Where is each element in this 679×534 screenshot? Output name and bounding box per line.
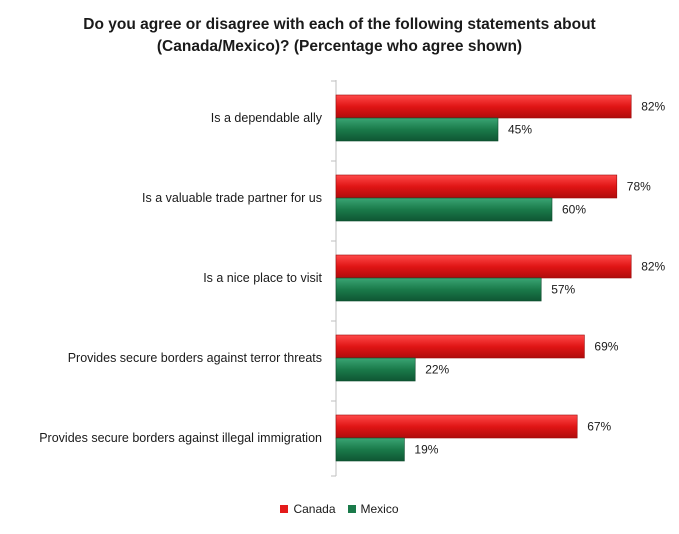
bar-mexico (335, 277, 542, 302)
category-label: Provides secure borders against terror t… (68, 351, 322, 365)
legend-label-canada: Canada (293, 502, 336, 516)
chart-title-line-1: Do you agree or disagree with each of th… (83, 16, 596, 33)
data-label-canada: 67% (587, 420, 611, 434)
bar-chart: Is a dependable ally 82% 45% Is a valuable … (39, 80, 666, 477)
plot-area: Is a dependable ally 82% 45% Is a valuable … (39, 80, 666, 477)
bar-canada (335, 94, 632, 119)
category-label: Is a nice place to visit (203, 271, 322, 285)
bar-canada (335, 174, 618, 199)
data-label-canada: 82% (641, 260, 665, 274)
data-label-mexico: 19% (414, 443, 438, 457)
data-label-canada: 82% (641, 100, 665, 114)
data-label-canada: 78% (627, 180, 651, 194)
legend-item-mexico: Mexico (347, 502, 399, 516)
bar-canada (335, 254, 632, 279)
legend-swatch-canada (280, 505, 289, 513)
chart-title: Do you agree or disagree with each of th… (0, 14, 679, 58)
chart-title-line-2: (Canada/Mexico)? (Percentage who agree s… (156, 38, 523, 55)
data-label-mexico: 45% (508, 123, 532, 137)
bar-mexico (335, 437, 405, 462)
data-label-canada: 69% (594, 340, 618, 354)
bar-canada (335, 414, 578, 439)
category-label: Is a valuable trade partner for us (142, 191, 322, 205)
category-label: Is a dependable ally (211, 111, 323, 125)
category-label: Provides secure borders against illegal … (39, 431, 322, 445)
bar-mexico (335, 117, 499, 142)
legend-label-mexico: Mexico (360, 502, 399, 516)
legend: Canada Mexico (0, 502, 679, 516)
data-label-mexico: 60% (562, 203, 586, 217)
legend-swatch-mexico (347, 505, 356, 513)
data-label-mexico: 57% (551, 283, 575, 297)
data-label-mexico: 22% (425, 363, 449, 377)
legend-item-canada: Canada (280, 502, 336, 516)
bar-mexico (335, 197, 553, 222)
bar-mexico (335, 357, 416, 382)
bar-canada (335, 334, 585, 359)
